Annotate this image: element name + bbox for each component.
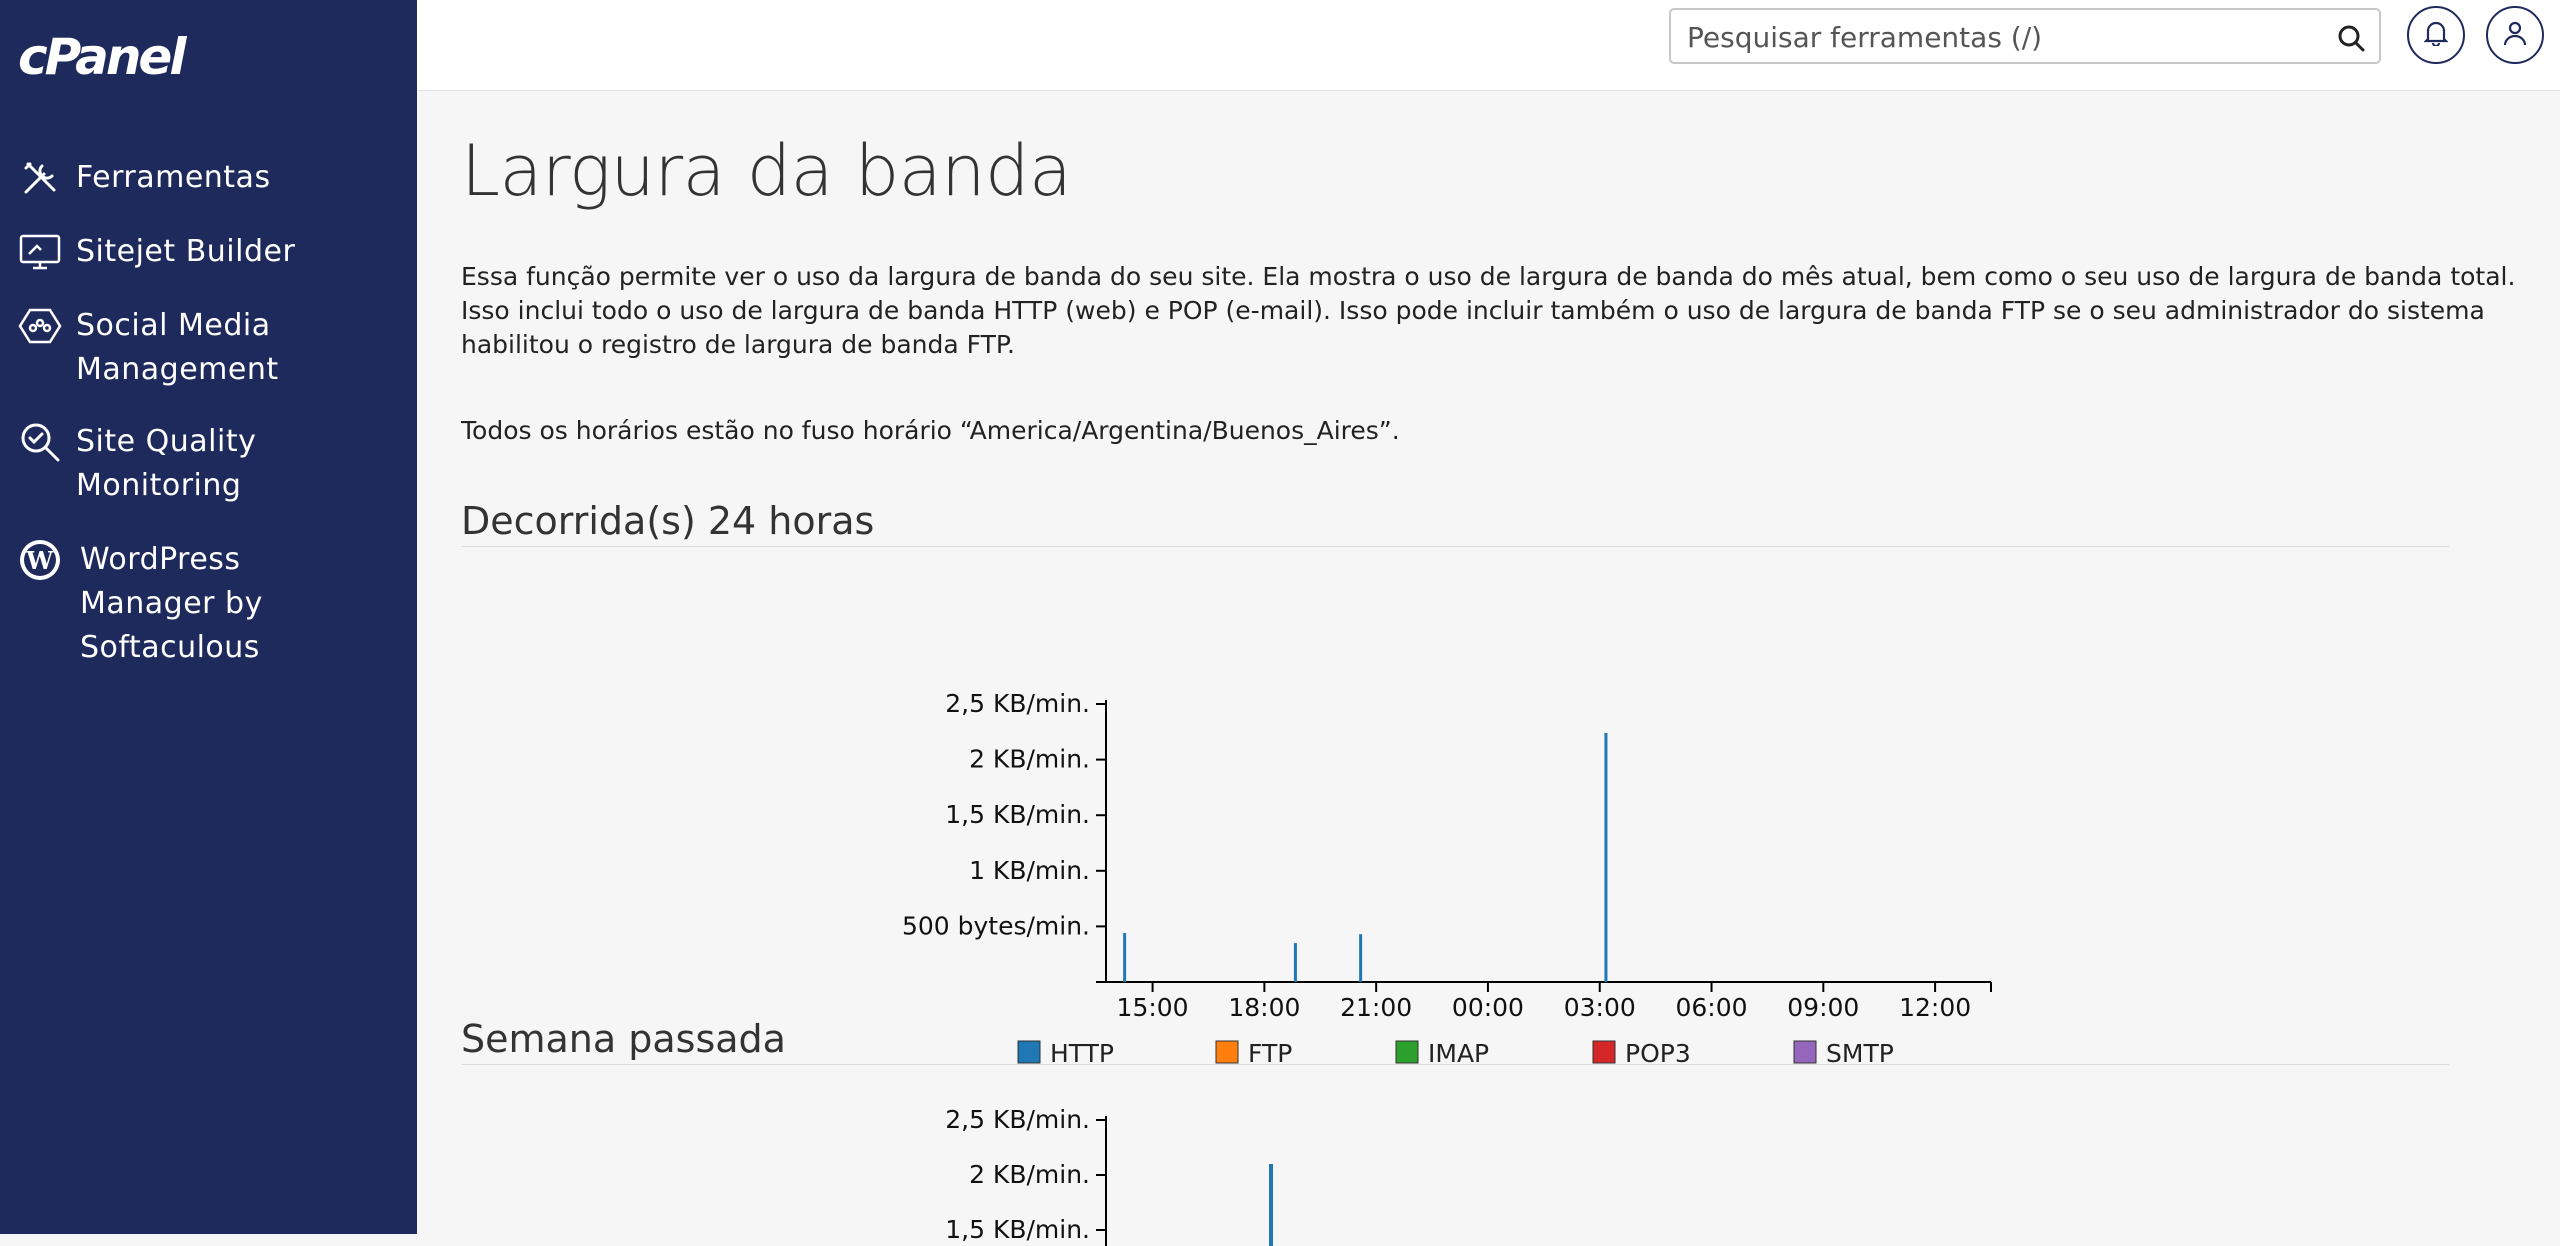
search-input[interactable]: [1685, 18, 2309, 56]
legend-label: POP3: [1625, 1039, 1691, 1068]
legend-item-ftp: FTP: [1215, 1039, 1292, 1068]
monitor-icon: [18, 230, 62, 274]
section-title-week: Semana passada: [461, 1014, 2449, 1065]
x-tick-label: 09:00: [1787, 993, 1859, 1022]
search-icon[interactable]: [2337, 24, 2365, 52]
svg-text:W: W: [25, 546, 54, 575]
sidebar-item-label: Site Quality Monitoring: [76, 424, 257, 503]
y-tick-label: 2,5 KB/min.: [945, 689, 1090, 718]
legend-label: SMTP: [1826, 1039, 1894, 1068]
y-tick-label: 2 KB/min.: [969, 745, 1090, 774]
sidebar-item-label: Social Media Management: [76, 308, 279, 387]
page-description: Essa função permite ver o uso da largura…: [461, 262, 2516, 359]
sidebar: cPanel Ferramentas Sitejet Builder Socia…: [0, 0, 417, 1234]
x-tick-label: 06:00: [1676, 993, 1748, 1022]
sidebar-item-label: Sitejet Builder: [76, 234, 296, 269]
timezone-note: Todos os horários estão no fuso horário …: [461, 416, 1400, 445]
legend-swatch: [1592, 1040, 1616, 1064]
x-tick-label: 15:00: [1117, 993, 1189, 1022]
sidebar-item-label: Ferramentas: [76, 160, 271, 195]
user-menu-button[interactable]: [2486, 6, 2544, 64]
legend-label: IMAP: [1428, 1039, 1489, 1068]
x-tick-label: 21:00: [1340, 993, 1412, 1022]
y-tick-label: 2 KB/min.: [969, 1160, 1090, 1189]
top-bar: [417, 0, 2560, 91]
legend-swatch: [1215, 1040, 1239, 1064]
notifications-button[interactable]: [2407, 6, 2465, 64]
x-tick-label: 03:00: [1564, 993, 1636, 1022]
sidebar-item-ferramentas[interactable]: Ferramentas: [18, 156, 407, 200]
sidebar-item-wordpress-manager[interactable]: W WordPress Manager by Softaculous: [18, 538, 407, 670]
x-tick-label: 12:00: [1899, 993, 1971, 1022]
page-title: Largura da banda: [461, 130, 1072, 212]
legend-item-pop3: POP3: [1592, 1039, 1691, 1068]
y-tick-label: 1,5 KB/min.: [945, 800, 1090, 829]
sidebar-item-social-media-management[interactable]: Social Media Management: [18, 304, 407, 392]
section-title-24h: Decorrida(s) 24 horas: [461, 496, 2449, 547]
bandwidth-chart-week: 2,5 KB/min. 2 KB/min. 1,5 KB/min.: [945, 1106, 1273, 1246]
legend-label: FTP: [1248, 1039, 1292, 1068]
wordpress-icon: W: [18, 538, 62, 582]
legend-swatch: [1395, 1040, 1419, 1064]
y-tick-label: 1,5 KB/min.: [945, 1215, 1090, 1244]
y-tick-label: 1 KB/min.: [969, 856, 1090, 885]
x-tick-label: 00:00: [1452, 993, 1524, 1022]
search-box[interactable]: [1669, 8, 2381, 64]
user-icon: [2503, 20, 2527, 50]
y-tick-label: 2,5 KB/min.: [945, 1106, 1090, 1134]
bell-icon: [2423, 20, 2449, 50]
bandwidth-chart-24h: 2,5 KB/min. 2 KB/min. 1,5 KB/min. 1 KB/min.…: [902, 689, 1992, 1068]
magnifier-icon: [18, 420, 62, 464]
sidebar-item-label: WordPress Manager by Softaculous: [80, 542, 263, 665]
legend-item-imap: IMAP: [1395, 1039, 1489, 1068]
legend-swatch: [1793, 1040, 1817, 1064]
x-tick-label: 18:00: [1228, 993, 1300, 1022]
social-media-icon: [18, 304, 62, 348]
sidebar-item-site-quality-monitoring[interactable]: Site Quality Monitoring: [18, 420, 407, 508]
tools-icon: [18, 156, 62, 200]
legend-item-http: HTTP: [1017, 1039, 1114, 1068]
y-tick-label: 500 bytes/min.: [902, 911, 1090, 940]
legend-label: HTTP: [1050, 1039, 1114, 1068]
legend-item-smtp: SMTP: [1793, 1039, 1894, 1068]
legend-swatch: [1017, 1040, 1041, 1064]
sidebar-item-sitejet-builder[interactable]: Sitejet Builder: [18, 230, 407, 274]
cpanel-logo[interactable]: cPanel: [18, 28, 186, 86]
